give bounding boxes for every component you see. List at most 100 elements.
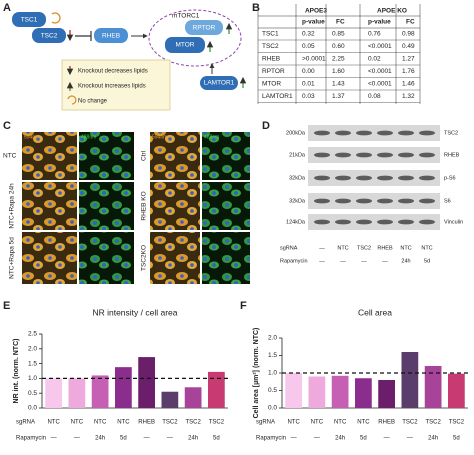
image: [79, 182, 134, 230]
image: [79, 232, 134, 284]
channel-label: 594nm: [152, 134, 167, 140]
protein-label: RHEB: [444, 152, 460, 158]
table-cell: MTOR: [262, 81, 281, 88]
table-cell: TSC1: [262, 31, 279, 38]
no-change-icon: [51, 12, 61, 24]
x-tick-label: TSC2: [402, 420, 418, 426]
bar: [285, 373, 302, 408]
channel-label: 488nm: [81, 134, 96, 140]
legend-text: No change: [78, 99, 108, 105]
x-tick-label: —: [51, 436, 57, 442]
lane-label: —: [382, 258, 388, 264]
node-label: TSC1: [21, 17, 38, 24]
table-header: p-value: [368, 19, 391, 26]
x-tick-label: —: [74, 436, 80, 442]
row-label: NTC: [3, 153, 17, 160]
lane-row-label: Rapamycin: [280, 258, 308, 264]
table-cell: <0.0001: [368, 43, 392, 50]
table-cell: 1.37: [332, 93, 345, 100]
legend-text: Knockout decreases lipids: [78, 69, 148, 75]
band: [314, 198, 330, 204]
y-tick-label: 0.0: [268, 405, 277, 412]
blot-strip: [308, 147, 440, 163]
table-header: FC: [406, 19, 415, 26]
band: [314, 152, 330, 158]
x-tick-label: NTC: [117, 420, 130, 426]
marker-label: 124kDa: [286, 219, 306, 225]
image: [202, 182, 250, 230]
lane-label: NTC: [400, 245, 411, 251]
lane-label: RHEB: [377, 245, 393, 251]
panel-label: E: [3, 300, 10, 312]
blot-strip: [308, 193, 440, 209]
band: [335, 198, 351, 204]
x-tick-label: —: [384, 436, 390, 442]
bar: [424, 366, 442, 408]
blot-strip: [308, 214, 440, 230]
band: [377, 130, 393, 136]
table-cell: <0.0001: [368, 81, 392, 88]
inhibit-edge: [75, 31, 92, 41]
legend-box: [61, 59, 171, 111]
band: [377, 152, 393, 158]
band: [398, 175, 414, 181]
y-tick-label: 2.0: [28, 346, 37, 353]
band: [356, 219, 372, 225]
band: [314, 130, 330, 136]
band: [314, 219, 330, 225]
table-header: p-value: [302, 19, 325, 26]
table-cell: 1.32: [402, 93, 415, 100]
y-tick-label: 0.0: [28, 405, 37, 412]
table-cell: 1.27: [402, 56, 415, 63]
image: [150, 132, 200, 180]
node-box: [165, 37, 205, 53]
band: [314, 175, 330, 181]
western-blot: 200kDa TSC2 21kDa RHEB 32kDa p-S6 32kDa S6 124kD…: [280, 125, 463, 264]
table-cell: 0.76: [368, 31, 381, 38]
y-tick-label: 1.5: [28, 360, 37, 367]
pathway-diagram: TSC1 TSC2 RHEB mTORC1 RPTOR MTOR LAMTOR1…: [12, 9, 247, 111]
node-label: TSC2: [41, 33, 58, 40]
table-cell: 0.08: [368, 93, 381, 100]
x-tick-label: 24h: [95, 436, 105, 442]
bar: [378, 380, 395, 408]
bar: [68, 378, 86, 408]
bar: [138, 357, 155, 408]
table-cell: 0.05: [302, 43, 315, 50]
table-cell: RPTOR: [262, 68, 285, 75]
y-axis-label: NR int. (norm. NTC): [13, 339, 20, 404]
image: [22, 182, 77, 230]
data-table: APOE3 APOE KO p-value FC p-value FC TSC1 0.32 0.…: [257, 4, 421, 104]
panel-label: A: [3, 2, 11, 14]
lane-label: 5d: [424, 258, 430, 264]
band: [377, 219, 393, 225]
node-label: RHEB: [102, 33, 120, 40]
x-tick-label: 5d: [360, 436, 367, 442]
table-cell: <0.0001: [368, 68, 392, 75]
x-tick-label: TSC2: [209, 420, 225, 426]
row-label: Rapamycin: [256, 436, 286, 442]
band: [419, 152, 435, 158]
band: [356, 198, 372, 204]
band: [335, 175, 351, 181]
table-cell: LAMTOR1: [262, 93, 293, 100]
row-label: sgRNA: [16, 420, 35, 426]
bar: [161, 391, 179, 408]
lane-label: 24h: [401, 258, 410, 264]
bar: [331, 375, 349, 408]
node-box: [200, 76, 238, 90]
channel-label: 594nm: [24, 134, 39, 140]
x-tick-label: —: [407, 436, 413, 442]
x-tick-label: NTC: [334, 420, 347, 426]
node-box: [185, 20, 223, 35]
y-tick-label: 0.5: [268, 387, 277, 394]
band: [377, 175, 393, 181]
lane-label: NTC: [421, 245, 432, 251]
lane-label: —: [340, 258, 346, 264]
table-cell: 2.25: [332, 56, 345, 63]
band: [335, 130, 351, 136]
node-label: LAMTOR1: [204, 80, 235, 87]
band: [398, 198, 414, 204]
microscopy: 594nm 488nm 594nm 488nm NTC NTC+Rapa 24h…: [3, 132, 250, 284]
